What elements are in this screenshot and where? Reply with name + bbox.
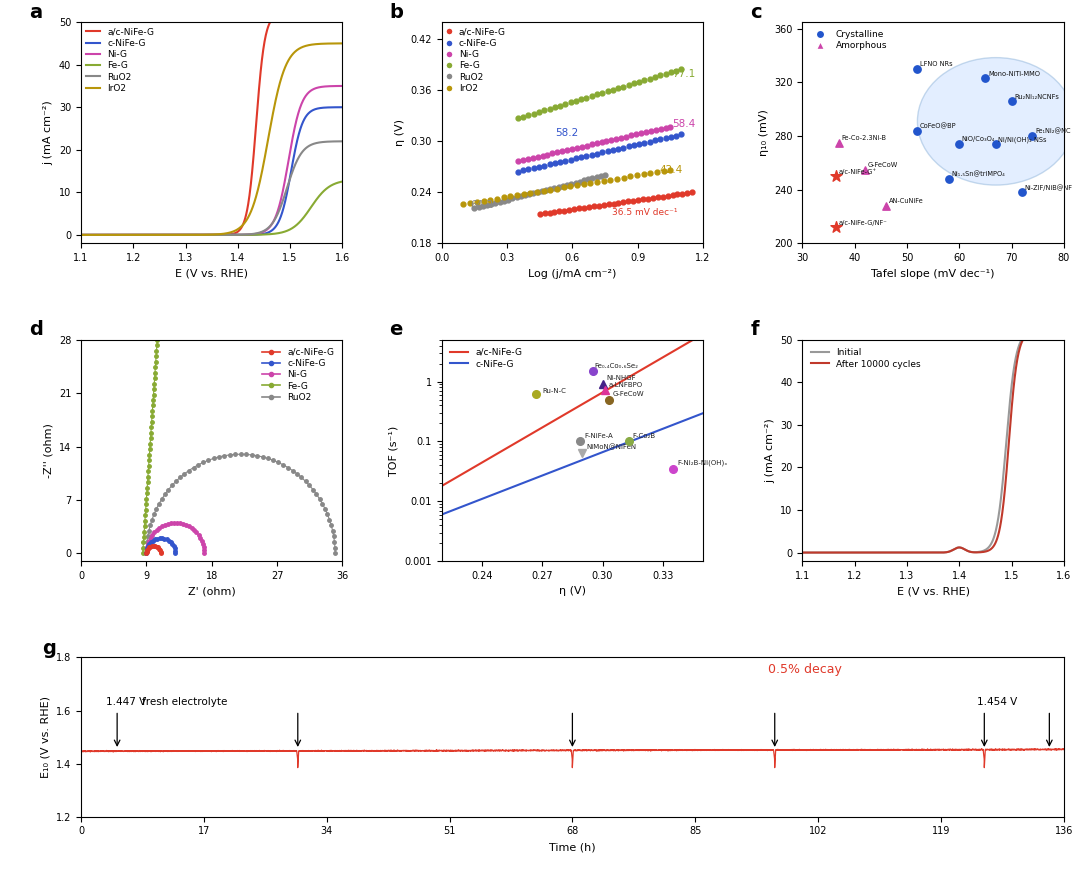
Text: Ni-NHGF: Ni-NHGF bbox=[607, 375, 636, 381]
X-axis label: η (V): η (V) bbox=[559, 586, 585, 596]
Text: f: f bbox=[751, 321, 758, 339]
a/c-NiFe-G bbox=[446, 474, 459, 485]
Text: NiMoN@NiFeN: NiMoN@NiFeN bbox=[586, 443, 636, 450]
Legend: Initial, After 10000 cycles: Initial, After 10000 cycles bbox=[807, 344, 924, 373]
Text: b: b bbox=[390, 3, 403, 22]
a/c-NiFe-G bbox=[684, 336, 697, 347]
Y-axis label: j (mA cm⁻²): j (mA cm⁻²) bbox=[43, 101, 53, 165]
Point bbox=[831, 136, 848, 150]
c-NiFe-G bbox=[446, 505, 459, 516]
Line: c-NiFe-G: c-NiFe-G bbox=[442, 413, 703, 515]
Legend: a/c-NiFe-G, c-NiFe-G: a/c-NiFe-G, c-NiFe-G bbox=[446, 344, 526, 373]
Text: G-FeCoW: G-FeCoW bbox=[612, 391, 645, 397]
a/c-NiFe-G bbox=[674, 342, 687, 352]
Text: AN-CuNiFe: AN-CuNiFe bbox=[889, 198, 923, 204]
Point bbox=[908, 62, 926, 76]
Point bbox=[877, 199, 894, 213]
X-axis label: Log (j/mA cm⁻²): Log (j/mA cm⁻²) bbox=[528, 268, 617, 279]
Text: LFNO NRs: LFNO NRs bbox=[920, 61, 953, 67]
Text: 42.4: 42.4 bbox=[660, 165, 683, 175]
Text: a/c-NiFe-G⁺: a/c-NiFe-G⁺ bbox=[839, 168, 877, 175]
X-axis label: Z' (ohm): Z' (ohm) bbox=[188, 586, 235, 596]
Text: Mono-NiTi-MMO: Mono-NiTi-MMO bbox=[988, 71, 1040, 77]
Text: F-Ni₂B-Ni(OH)ₓ: F-Ni₂B-Ni(OH)ₓ bbox=[677, 460, 727, 466]
a/c-NiFe-G bbox=[697, 328, 710, 339]
Text: Fe-Co-2.3Ni-B: Fe-Co-2.3Ni-B bbox=[841, 135, 887, 141]
Point bbox=[908, 124, 926, 138]
Text: Ni-ZIF/NiB@NF: Ni-ZIF/NiB@NF bbox=[1025, 184, 1072, 191]
Text: fresh electrolyte: fresh electrolyte bbox=[143, 697, 228, 706]
Text: a: a bbox=[29, 3, 42, 22]
Text: 1.447 V: 1.447 V bbox=[106, 697, 147, 706]
c-NiFe-G bbox=[435, 509, 448, 520]
c-NiFe-G bbox=[484, 490, 497, 501]
Text: 58.4: 58.4 bbox=[673, 119, 696, 129]
c-NiFe-G bbox=[451, 503, 464, 514]
Point bbox=[827, 170, 845, 184]
Y-axis label: TOF (s⁻¹): TOF (s⁻¹) bbox=[389, 426, 399, 476]
Point bbox=[941, 172, 958, 186]
Text: CoFeO@BP: CoFeO@BP bbox=[920, 123, 957, 129]
Text: 36.5 mV dec⁻¹: 36.5 mV dec⁻¹ bbox=[611, 208, 677, 217]
Text: 0.5% decay: 0.5% decay bbox=[768, 663, 841, 676]
a/c-NiFe-G bbox=[504, 441, 517, 451]
Legend: a/c-NiFe-G, c-NiFe-G, Ni-G, Fe-G, RuO2, IrO2: a/c-NiFe-G, c-NiFe-G, Ni-G, Fe-G, RuO2, … bbox=[85, 26, 156, 94]
Y-axis label: -Z'' (ohm): -Z'' (ohm) bbox=[43, 423, 53, 478]
c-NiFe-G bbox=[697, 408, 710, 419]
Y-axis label: E₁₀ (V vs. RHE): E₁₀ (V vs. RHE) bbox=[40, 696, 51, 778]
Text: NiO/Co₃O₄: NiO/Co₃O₄ bbox=[962, 137, 996, 142]
Legend: Crystalline, Amorphous: Crystalline, Amorphous bbox=[807, 26, 891, 54]
Text: g: g bbox=[42, 639, 55, 658]
X-axis label: E (V vs. RHE): E (V vs. RHE) bbox=[896, 586, 970, 596]
Text: a-LNFBPO: a-LNFBPO bbox=[609, 381, 643, 388]
Text: 77.1: 77.1 bbox=[673, 70, 696, 79]
Point bbox=[856, 162, 874, 177]
Text: Fe₁Ni₂@NC: Fe₁Ni₂@NC bbox=[1035, 128, 1070, 134]
Point bbox=[1024, 129, 1041, 143]
Text: Ni₁.₅Sn@triMPO₄: Ni₁.₅Sn@triMPO₄ bbox=[951, 170, 1005, 177]
Point bbox=[1003, 94, 1021, 109]
Text: 1.454 V: 1.454 V bbox=[977, 697, 1017, 706]
X-axis label: Tafel slope (mV dec⁻¹): Tafel slope (mV dec⁻¹) bbox=[872, 268, 995, 279]
Point bbox=[950, 137, 968, 151]
Text: c: c bbox=[751, 3, 761, 22]
a/c-NiFe-G bbox=[451, 472, 464, 482]
Text: Ru₂Ni₁₂NCNFs: Ru₂Ni₁₂NCNFs bbox=[1014, 94, 1059, 100]
Text: F-NiFe-A: F-NiFe-A bbox=[584, 433, 613, 439]
c-NiFe-G bbox=[674, 417, 687, 427]
Text: Ni/Ni(OH)₂ NSs: Ni/Ni(OH)₂ NSs bbox=[998, 137, 1047, 143]
Line: a/c-NiFe-G: a/c-NiFe-G bbox=[442, 334, 703, 486]
a/c-NiFe-G bbox=[435, 480, 448, 491]
c-NiFe-G bbox=[684, 413, 697, 424]
Text: d: d bbox=[29, 321, 42, 339]
Point bbox=[827, 220, 845, 234]
X-axis label: E (V vs. RHE): E (V vs. RHE) bbox=[175, 268, 248, 279]
Text: 58.2: 58.2 bbox=[555, 128, 578, 138]
Text: 64.2: 64.2 bbox=[470, 200, 494, 209]
X-axis label: Time (h): Time (h) bbox=[549, 842, 596, 852]
a/c-NiFe-G bbox=[484, 452, 497, 463]
Point bbox=[987, 137, 1004, 151]
Ellipse shape bbox=[917, 57, 1075, 185]
Legend: a/c-NiFe-G, c-NiFe-G, Ni-G, Fe-G, RuO2: a/c-NiFe-G, c-NiFe-G, Ni-G, Fe-G, RuO2 bbox=[258, 344, 338, 405]
Point bbox=[1013, 185, 1030, 200]
Legend: a/c-NiFe-G, c-NiFe-G, Ni-G, Fe-G, RuO2, IrO2: a/c-NiFe-G, c-NiFe-G, Ni-G, Fe-G, RuO2, … bbox=[446, 26, 507, 94]
Y-axis label: η₁₀ (mV): η₁₀ (mV) bbox=[758, 109, 769, 156]
Text: a/c-NiFe-G/NF⁻: a/c-NiFe-G/NF⁻ bbox=[839, 220, 888, 226]
Y-axis label: η (V): η (V) bbox=[395, 119, 405, 147]
Text: F-Co₂B: F-Co₂B bbox=[633, 433, 656, 439]
c-NiFe-G bbox=[504, 482, 517, 493]
Point bbox=[976, 72, 994, 86]
Text: Ru-N-C: Ru-N-C bbox=[542, 388, 566, 394]
Text: e: e bbox=[390, 321, 403, 339]
Y-axis label: j (mA cm⁻²): j (mA cm⁻²) bbox=[765, 418, 774, 483]
Text: Fe₀.₄Co₀.₆Se₂: Fe₀.₄Co₀.₆Se₂ bbox=[594, 363, 638, 368]
Text: G-FeCoW: G-FeCoW bbox=[867, 162, 897, 168]
